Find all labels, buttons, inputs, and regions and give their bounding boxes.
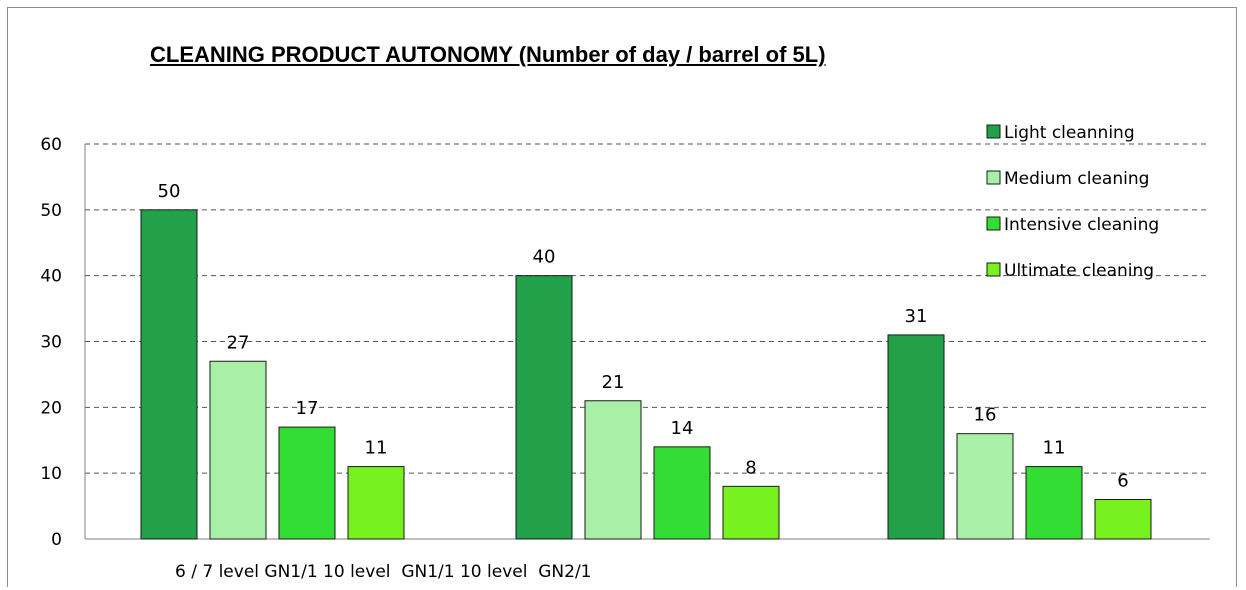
bar <box>1094 499 1152 540</box>
bar <box>1025 466 1083 540</box>
y-tick-label: 60 <box>40 135 62 155</box>
bar <box>278 426 336 540</box>
data-label: 14 <box>671 418 694 439</box>
data-labels: 50 40 31 27 21 16 17 14 11 11 8 6 <box>158 181 1129 492</box>
bar <box>887 334 945 540</box>
data-label: 16 <box>974 405 997 426</box>
data-label: 40 <box>533 247 556 268</box>
data-label: 11 <box>1043 438 1066 459</box>
bar <box>584 400 642 540</box>
bar <box>515 275 573 540</box>
y-tick-label: 20 <box>40 398 62 418</box>
gridlines <box>85 143 1210 474</box>
data-label: 21 <box>602 372 625 393</box>
y-tick-label: 50 <box>40 201 62 221</box>
bar <box>347 466 405 540</box>
legend-swatch <box>986 216 1001 231</box>
data-label: 6 <box>1117 471 1128 492</box>
chart-title: CLEANING PRODUCT AUTONOMY (Number of day… <box>150 42 826 67</box>
data-label: 27 <box>227 332 250 353</box>
bar <box>956 433 1014 540</box>
legend-label: Medium cleaning <box>1004 169 1149 189</box>
data-label: 50 <box>158 181 181 202</box>
legend-swatch <box>986 262 1001 277</box>
data-label: 31 <box>905 306 928 327</box>
legend-swatch <box>986 124 1001 139</box>
legend: Light cleanning Medium cleaning Intensive … <box>986 123 1159 281</box>
legend-swatch <box>986 170 1001 185</box>
data-label: 8 <box>745 457 756 478</box>
legend-label: Light cleanning <box>1004 123 1135 143</box>
legend-label: Intensive cleaning <box>1004 215 1159 235</box>
y-tick-label: 30 <box>40 333 62 353</box>
bars <box>140 209 1152 540</box>
y-tick-label: 0 <box>51 530 62 550</box>
bar <box>722 485 780 540</box>
y-tick-label: 10 <box>40 464 62 484</box>
legend-label: Ultimate cleaning <box>1004 261 1154 281</box>
axes: 0 10 20 30 40 50 60 <box>40 135 1210 550</box>
data-label: 17 <box>296 398 319 419</box>
chart-frame <box>7 7 1237 587</box>
y-tick-label: 40 <box>40 267 62 287</box>
bar <box>140 209 198 540</box>
x-axis-caption: 6 / 7 level GN1/1 10 level GN1/1 10 leve… <box>175 562 592 582</box>
bar <box>653 446 711 540</box>
bar <box>209 360 267 540</box>
data-label: 11 <box>365 438 388 459</box>
